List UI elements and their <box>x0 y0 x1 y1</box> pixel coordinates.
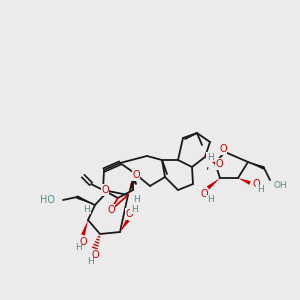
Text: H: H <box>84 205 90 214</box>
Text: O: O <box>200 189 208 199</box>
Text: H: H <box>256 185 263 194</box>
Text: H: H <box>87 257 93 266</box>
Polygon shape <box>207 178 220 190</box>
Text: OH: OH <box>274 182 288 190</box>
Polygon shape <box>128 181 135 195</box>
Text: O: O <box>107 205 115 215</box>
Text: O: O <box>107 205 115 215</box>
Text: O: O <box>215 159 223 169</box>
Text: O: O <box>79 237 87 247</box>
Text: HO: HO <box>40 195 55 205</box>
Text: H: H <box>133 194 140 203</box>
Text: ,: , <box>205 161 209 171</box>
Text: H: H <box>207 196 213 205</box>
Text: H: H <box>130 205 137 214</box>
Text: O: O <box>132 170 140 180</box>
Text: O: O <box>125 209 133 219</box>
Text: H: H <box>75 244 81 253</box>
Polygon shape <box>248 162 265 170</box>
Polygon shape <box>120 219 130 232</box>
Text: H: H <box>207 152 213 161</box>
Text: O: O <box>252 179 260 189</box>
Text: O: O <box>91 250 99 260</box>
Polygon shape <box>128 179 136 195</box>
Text: O: O <box>101 185 109 195</box>
Text: O: O <box>219 144 227 154</box>
Polygon shape <box>238 178 251 185</box>
Polygon shape <box>81 220 88 236</box>
Polygon shape <box>76 195 95 205</box>
